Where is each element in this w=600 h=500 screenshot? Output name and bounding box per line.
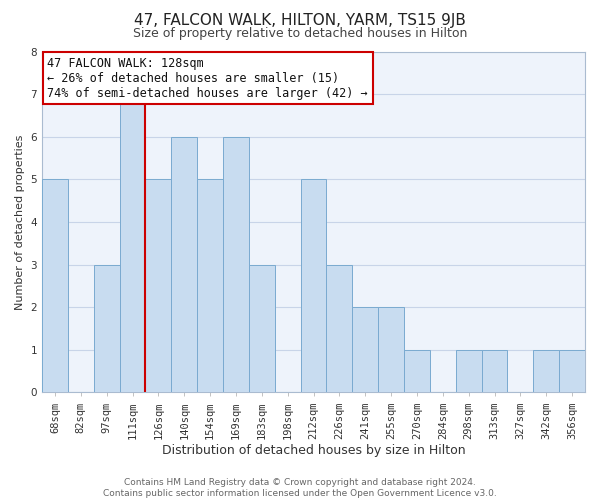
Bar bbox=[352, 307, 378, 392]
Y-axis label: Number of detached properties: Number of detached properties bbox=[15, 134, 25, 310]
Bar bbox=[301, 180, 326, 392]
Bar bbox=[533, 350, 559, 393]
Bar bbox=[559, 350, 585, 393]
Bar bbox=[145, 180, 172, 392]
Bar bbox=[119, 94, 145, 392]
Bar bbox=[404, 350, 430, 393]
Bar bbox=[249, 264, 275, 392]
Bar bbox=[482, 350, 508, 393]
Bar bbox=[94, 264, 119, 392]
Text: Size of property relative to detached houses in Hilton: Size of property relative to detached ho… bbox=[133, 28, 467, 40]
Bar bbox=[456, 350, 482, 393]
X-axis label: Distribution of detached houses by size in Hilton: Distribution of detached houses by size … bbox=[162, 444, 466, 458]
Text: Contains HM Land Registry data © Crown copyright and database right 2024.
Contai: Contains HM Land Registry data © Crown c… bbox=[103, 478, 497, 498]
Bar bbox=[223, 136, 249, 392]
Text: 47, FALCON WALK, HILTON, YARM, TS15 9JB: 47, FALCON WALK, HILTON, YARM, TS15 9JB bbox=[134, 12, 466, 28]
Bar bbox=[378, 307, 404, 392]
Bar bbox=[42, 180, 68, 392]
Text: 47 FALCON WALK: 128sqm
← 26% of detached houses are smaller (15)
74% of semi-det: 47 FALCON WALK: 128sqm ← 26% of detached… bbox=[47, 56, 368, 100]
Bar bbox=[172, 136, 197, 392]
Bar bbox=[326, 264, 352, 392]
Bar bbox=[197, 180, 223, 392]
